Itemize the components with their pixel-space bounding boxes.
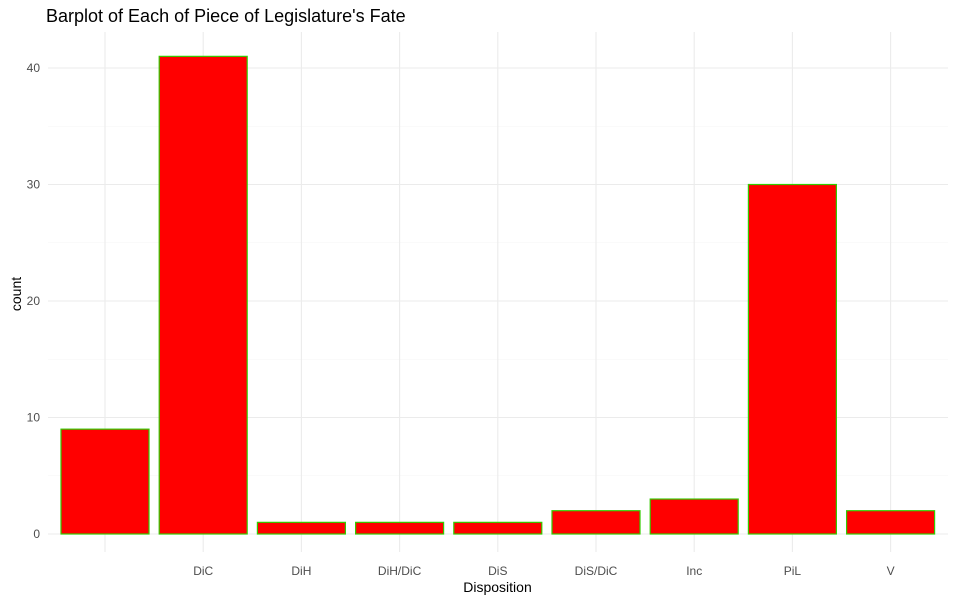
x-tick-labels: DiC DiH DiH/DiC DiS DiS/DiC Inc PiL V [193,564,894,578]
y-tick-label: 40 [27,61,41,75]
bar [158,55,248,535]
y-tick-label: 0 [33,527,40,541]
bar [60,428,150,535]
x-tick-label: DiS [488,564,507,578]
y-tick-label: 10 [27,411,41,425]
x-tick-label: Inc [686,564,702,578]
x-tick-label: PiL [784,564,802,578]
x-tick-label: DiH [291,564,311,578]
bars [60,55,936,535]
bar [845,510,936,535]
y-tick-labels: 0 10 20 30 40 [27,61,41,541]
bar [355,521,445,535]
y-axis-title: count [8,277,24,311]
y-tick-label: 30 [27,178,41,192]
bar [256,521,346,535]
bar [747,183,838,535]
x-tick-label: V [887,564,895,578]
bar [453,521,543,535]
x-tick-label: DiH/DiC [378,564,422,578]
x-tick-label: DiS/DiC [575,564,618,578]
x-tick-label: DiC [193,564,213,578]
bar [649,498,739,535]
y-tick-label: 20 [27,294,41,308]
x-axis-title: Disposition [463,579,531,595]
chart-title: Barplot of Each of Piece of Legislature'… [46,6,406,26]
bar [551,510,641,535]
